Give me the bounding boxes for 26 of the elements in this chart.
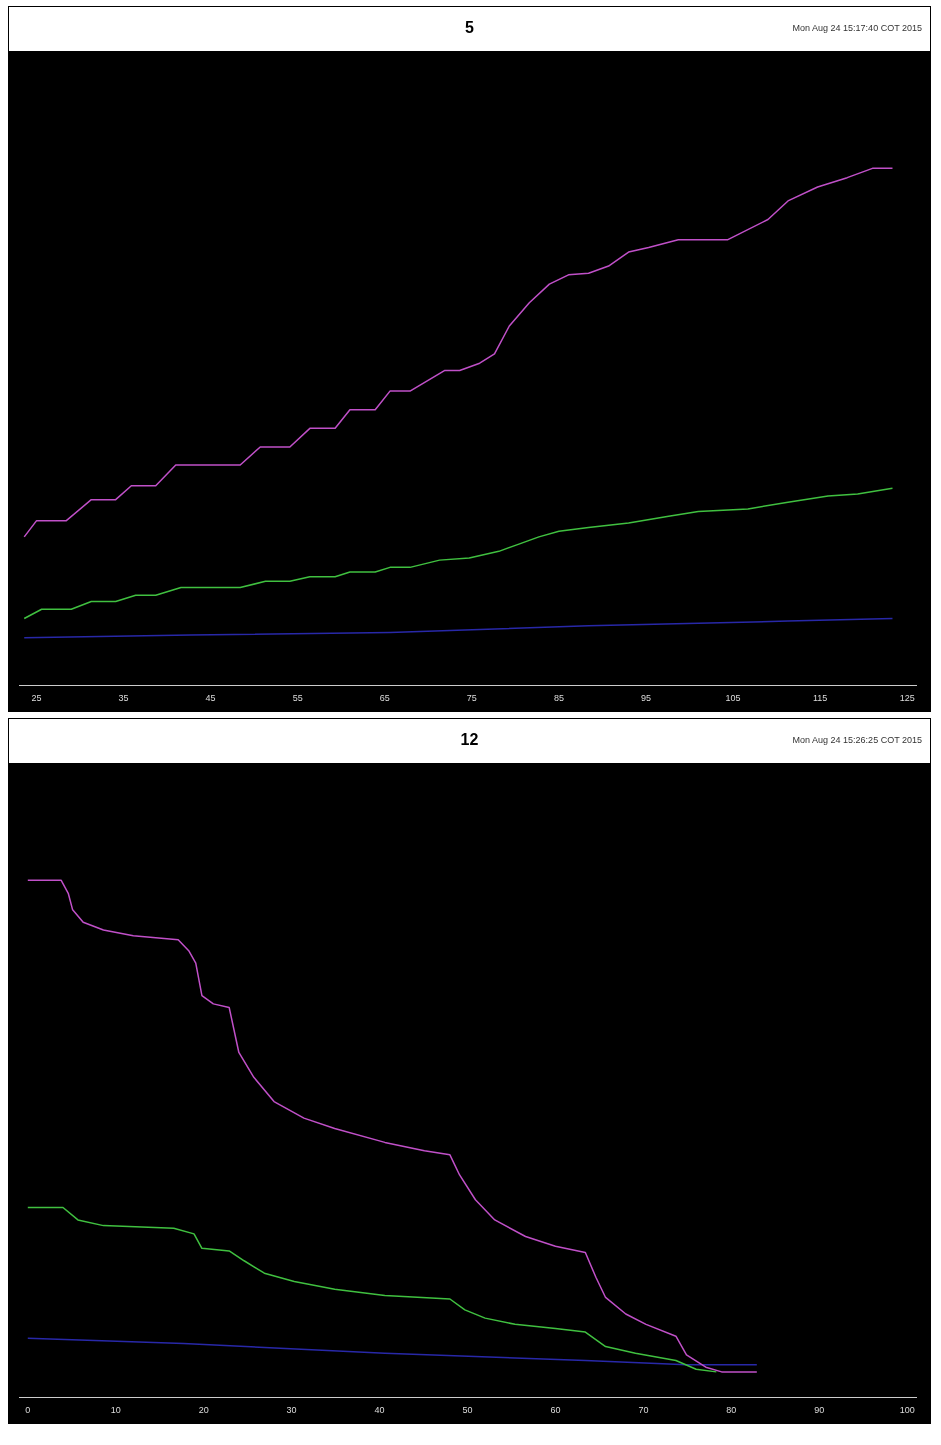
x-tick-label: 0 [25,1405,31,1416]
x-tick-label: 80 [726,1405,737,1416]
text: Mon Aug 24 15:17:40 COT 2015 [792,23,922,33]
x-tick-label: 65 [379,693,390,704]
x-tick-label: 50 [462,1405,473,1416]
x-tick-label: 45 [205,693,216,704]
x-tick-label: 40 [374,1405,385,1416]
x-tick-label: 30 [286,1405,297,1416]
x-tick-label: 95 [641,693,652,704]
x-tick-label: 75 [466,693,477,704]
x-tick-label: 10 [110,1405,121,1416]
x-tick-label: 55 [292,693,303,704]
x-tick-label: 25 [31,693,42,704]
x-tick-label: 85 [553,693,564,704]
text: Mon Aug 24 15:26:25 COT 2015 [792,735,922,745]
x-tick-label: 35 [118,693,129,704]
x-tick-label: 105 [725,693,741,704]
x-tick-label: 115 [813,693,828,704]
x-tick-label: 70 [638,1405,649,1416]
x-tick-label: 60 [550,1405,561,1416]
chart-title: 12 [460,731,479,748]
x-tick-label: 90 [814,1405,825,1416]
x-tick-label: 100 [899,1405,915,1416]
x-tick-label: 20 [198,1405,209,1416]
chart-title: 5 [465,19,474,36]
x-tick-label: 125 [899,693,915,704]
